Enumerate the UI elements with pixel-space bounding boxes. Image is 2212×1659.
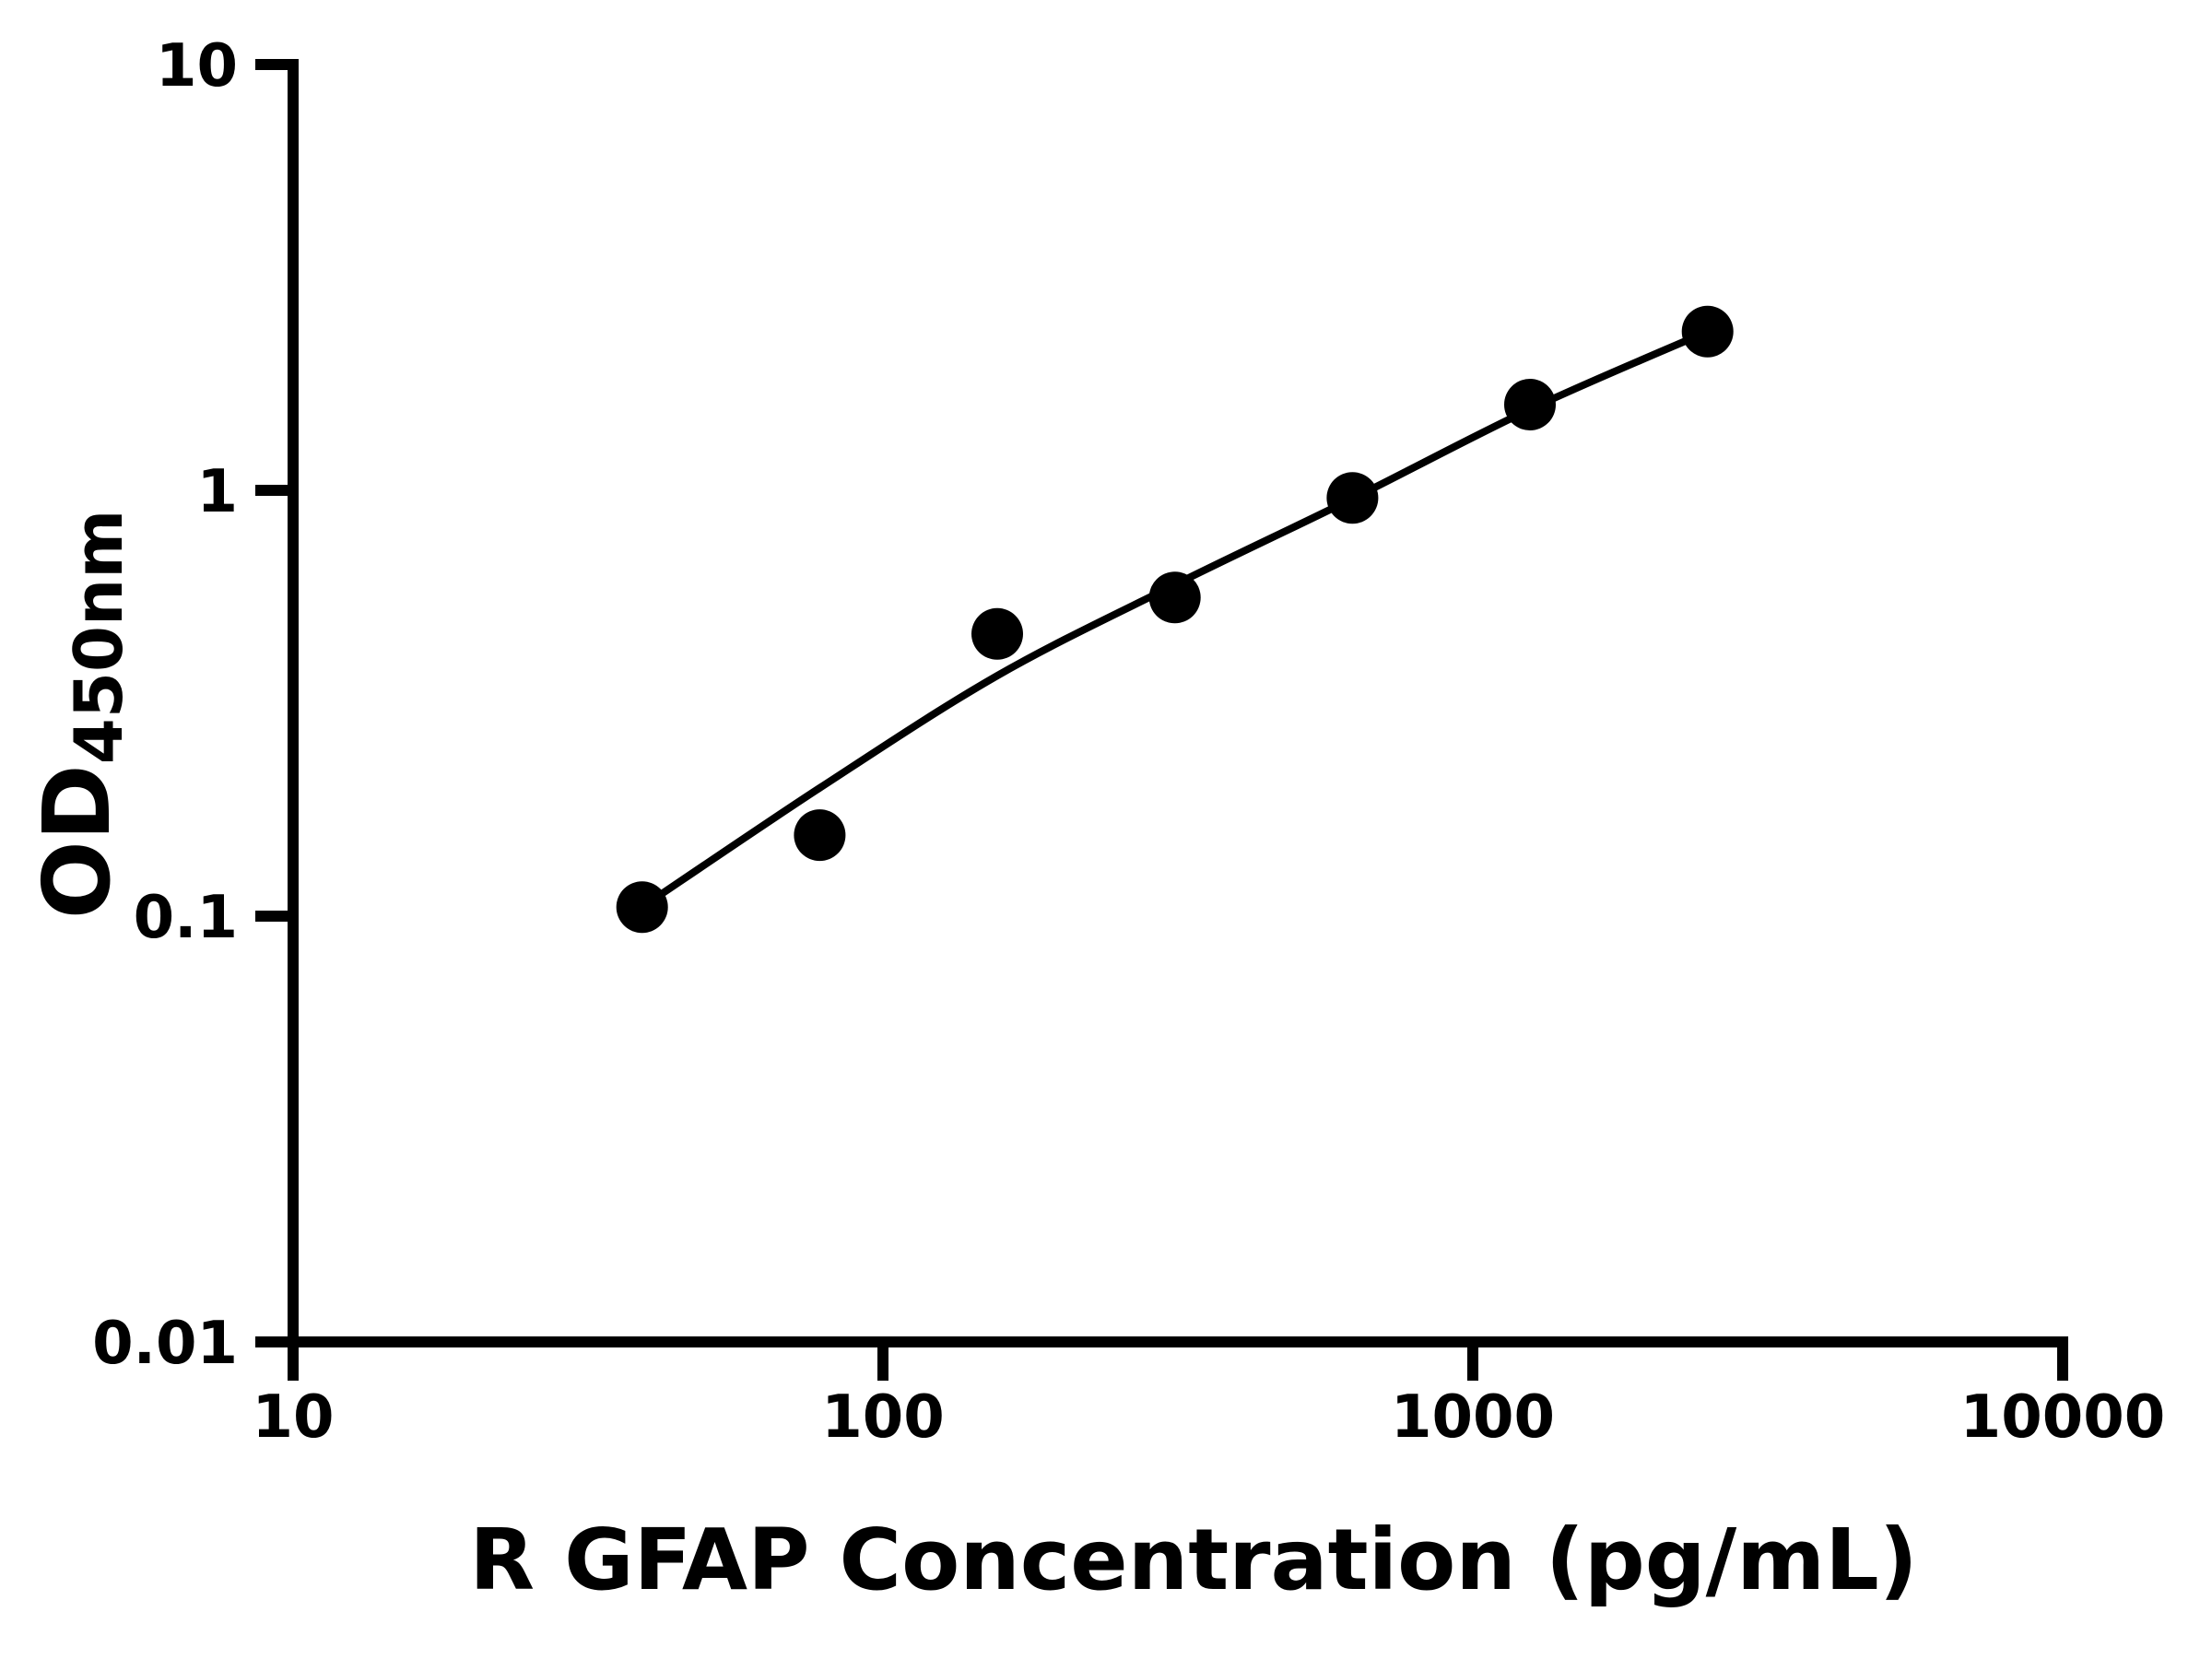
- y-tick-label: 10: [156, 32, 238, 100]
- x-tick-label: 10: [252, 1383, 334, 1452]
- data-point: [1148, 571, 1201, 624]
- y-tick-label: 1: [196, 458, 238, 526]
- data-point: [794, 809, 846, 862]
- y-axis-title-subscript: 450nm: [60, 510, 137, 765]
- y-axis-title: OD450nm: [23, 510, 137, 920]
- x-tick-label: 100: [821, 1383, 945, 1452]
- x-tick-label: 10000: [1960, 1383, 2166, 1452]
- data-point: [1504, 379, 1556, 430]
- data-point: [971, 607, 1023, 660]
- y-axis-title-main: OD: [23, 764, 131, 919]
- y-tick-label: 0.1: [134, 884, 238, 952]
- data-point: [616, 881, 668, 934]
- data-point: [1681, 305, 1734, 358]
- x-tick-label: 1000: [1391, 1383, 1555, 1452]
- data-point: [1326, 472, 1379, 524]
- y-tick-label: 0.01: [92, 1310, 238, 1378]
- x-axis-title: R GFAP Concentration (pg/mL): [469, 1511, 1918, 1609]
